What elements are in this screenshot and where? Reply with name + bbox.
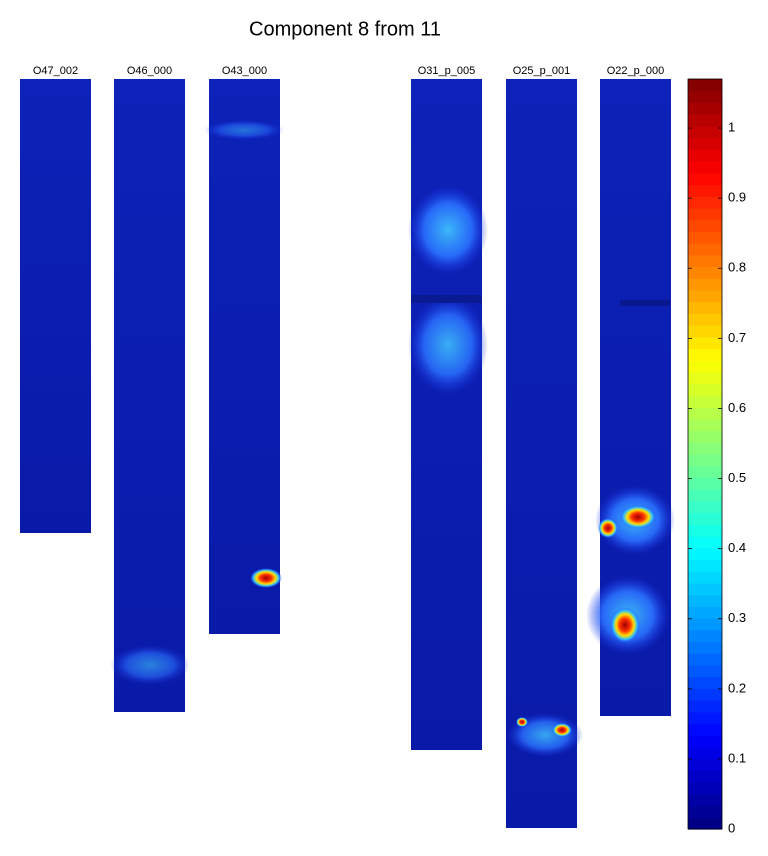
colorbar-cell (688, 793, 722, 807)
colorbar-cell (688, 114, 722, 127)
colorbar-cell (688, 746, 722, 760)
colorbar-cell (688, 243, 722, 256)
colorbar-cell (688, 454, 722, 467)
colorbar-cell (688, 301, 722, 314)
colorbar-cell (688, 161, 722, 174)
colorbar-cell (688, 594, 722, 607)
colorbar-cell (688, 278, 722, 291)
image-detail (110, 120, 675, 757)
colorbar-cell (688, 489, 722, 502)
colorbar-cell (688, 325, 722, 338)
colorbar-cell (688, 79, 722, 92)
colorbar-cell (688, 524, 722, 537)
colorbar-cell (688, 289, 722, 303)
colorbar-tick-label: 0.6 (728, 400, 746, 415)
colorbar-cell (688, 371, 722, 385)
colorbar-cell (688, 266, 722, 279)
colorbar-cell (688, 172, 722, 186)
colorbar-cell (688, 407, 722, 420)
colorbar-cell (688, 336, 722, 350)
panel-label: O31_p_005 (418, 65, 476, 77)
colorbar-cell (688, 125, 722, 139)
colorbar-cell (688, 313, 722, 326)
colorbar-cell (688, 149, 722, 162)
colorbar-cell (688, 90, 722, 104)
colorbar-cell (688, 418, 722, 432)
panel-label: O22_p_000 (607, 65, 665, 77)
colorbar-cell (688, 676, 722, 689)
colorbar-tick-label: 0.5 (728, 470, 746, 485)
colorbar-cell (688, 442, 722, 455)
colorbar-cell (688, 348, 722, 361)
colorbar-cell (688, 137, 722, 150)
colorbar-cell (688, 184, 722, 197)
colorbar-cell (688, 664, 722, 678)
colorbar-cell (688, 547, 722, 561)
colorbar-tick-label: 0 (728, 820, 735, 835)
colorbar-cell (688, 606, 722, 619)
colorbar-cell (688, 582, 722, 596)
colorbar-cell (688, 465, 722, 479)
colorbar-cell (688, 254, 722, 268)
colorbar-cell (688, 735, 722, 748)
colorbar-cell (688, 360, 722, 373)
image-strip (506, 79, 577, 828)
colorbar-frame (687, 78, 723, 830)
panel-label: O46_000 (127, 65, 172, 77)
colorbar-cell (688, 817, 722, 830)
colorbar-cell (688, 559, 722, 572)
colorbar-cell (688, 231, 722, 244)
colorbar-tick-label: 0.3 (728, 610, 746, 625)
image-strip (114, 79, 185, 712)
colorbar-tick-label: 0.9 (728, 190, 746, 205)
colorbar-cell (688, 805, 722, 818)
colorbar-cell (688, 700, 722, 713)
colorbar-cell (688, 688, 722, 701)
colorbar-cell (688, 383, 722, 397)
colorbar-cell (688, 723, 722, 736)
colorbar-cell (688, 512, 722, 525)
panel-label: O25_p_001 (513, 65, 571, 77)
colorbar-cell (688, 430, 722, 443)
title: Component 8 from 11 (249, 18, 441, 40)
colorbar-cell (688, 207, 722, 221)
image-strip (209, 79, 280, 634)
colorbar-cell (688, 782, 722, 795)
colorbar-cell (688, 196, 722, 209)
panel-label: O47_002 (33, 65, 78, 77)
colorbar-cell (688, 395, 722, 408)
colorbar-cell (688, 477, 722, 490)
colorbar-cell (688, 102, 722, 115)
image-strip (20, 79, 91, 533)
colorbar-cell (688, 653, 722, 666)
colorbar-tick-label: 0.4 (728, 540, 746, 555)
panel-label: O43_000 (222, 65, 267, 77)
colorbar-tick-label: 1 (728, 120, 735, 135)
colorbar-cell (688, 219, 722, 232)
colorbar-cell (688, 641, 722, 654)
colorbar-cell (688, 536, 722, 549)
colorbar-tick-label: 0.7 (728, 330, 746, 345)
colorbar-cell (688, 571, 722, 584)
colorbar-cell (688, 629, 722, 643)
image-strip (411, 79, 482, 750)
colorbar-cell (688, 758, 722, 772)
colorbar-cell (688, 770, 722, 783)
colorbar-tick-label: 0.1 (728, 750, 746, 765)
colorbar-cell (688, 500, 722, 514)
colorbar-cell (688, 711, 722, 725)
colorbar-tick-label: 0.8 (728, 260, 746, 275)
colorbar-tick-label: 0.2 (728, 680, 746, 695)
colorbar-cell (688, 618, 722, 631)
